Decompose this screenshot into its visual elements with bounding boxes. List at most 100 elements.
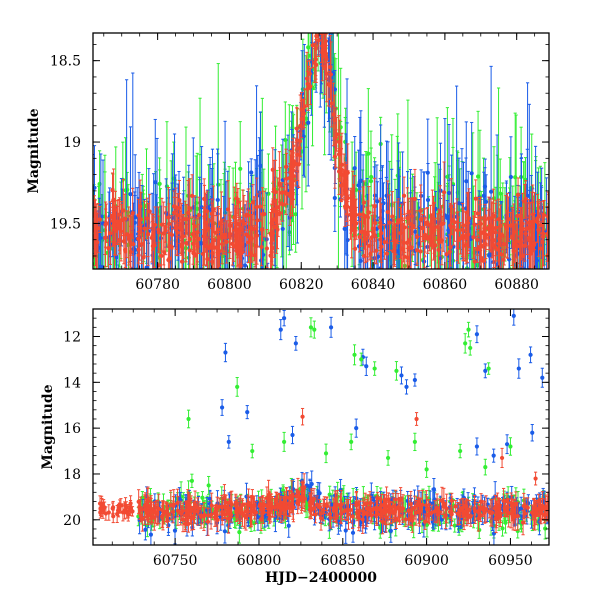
bottom-red-point — [379, 493, 384, 518]
bottom-red-point — [365, 501, 370, 517]
bottom-red-point — [493, 495, 498, 519]
top-x-tick-label: 60880 — [494, 277, 539, 293]
bottom-red-point — [449, 492, 454, 509]
bottom-red-point — [192, 500, 197, 515]
bottom-red-point — [249, 497, 254, 528]
bottom-red-point — [457, 499, 463, 522]
bottom-red-point — [447, 504, 453, 519]
top-red-point — [202, 178, 207, 220]
bottom-x-tick-label: 60950 — [488, 553, 533, 569]
bottom-red-point — [126, 507, 131, 522]
top-red-point — [142, 200, 147, 257]
top-red-point — [475, 235, 480, 263]
bottom-red-point — [175, 488, 180, 518]
top-red-point — [391, 219, 396, 253]
top-red-point — [466, 188, 472, 249]
bottom-red-point — [511, 498, 516, 522]
top-red-point — [112, 206, 117, 244]
top-red-point — [123, 217, 128, 269]
bottom-red-point — [270, 495, 275, 518]
bottom-blue-point — [483, 363, 488, 379]
top-red-point — [545, 214, 549, 255]
bottom-red-point — [183, 500, 188, 531]
bottom-green-point — [359, 352, 364, 367]
bottom-red-point — [233, 495, 238, 517]
top-red-point — [482, 203, 488, 235]
bottom-red-point — [463, 500, 468, 514]
top-red-point — [343, 161, 348, 201]
top-red-point — [384, 237, 390, 269]
top-red-point — [306, 65, 311, 111]
bottom-red-point — [478, 493, 484, 511]
bottom-red-point — [242, 502, 247, 529]
top-red-point — [234, 191, 239, 256]
top-red-point — [273, 159, 278, 225]
top-red-point — [254, 206, 260, 265]
bottom-red-point — [415, 496, 420, 514]
top-blue-point — [132, 195, 138, 269]
bottom-red-point — [324, 497, 329, 511]
bottom-blue-point — [286, 513, 291, 538]
top-x-tick-label: 60860 — [423, 277, 468, 293]
top-red-point — [131, 211, 136, 269]
top-red-point — [435, 213, 440, 241]
bottom-y-axis-label: Magnitude — [40, 384, 56, 469]
bottom-green-point — [308, 317, 314, 338]
bottom-green-point — [412, 432, 417, 452]
bottom-red-point — [521, 492, 526, 520]
top-x-tick-label: 60820 — [279, 277, 324, 293]
bottom-red-point — [206, 508, 211, 523]
bottom-red-point — [199, 506, 204, 525]
top-y-tick-label: 19.5 — [50, 216, 81, 232]
top-green-point — [157, 169, 162, 199]
bottom-red-point — [144, 497, 150, 512]
top-red-point — [274, 198, 279, 254]
bottom-green-point — [500, 520, 505, 537]
top-red-point — [430, 189, 435, 248]
bottom-blue-point — [290, 425, 295, 445]
bottom-red-point — [226, 502, 231, 521]
top-panel: 60780 60800 60820 60840 60860 60880 18.5 19 19.5… — [26, 32, 550, 293]
bottom-blue-point — [304, 472, 310, 499]
top-red-point — [159, 197, 165, 252]
top-red-point — [401, 176, 407, 215]
top-red-point — [163, 206, 168, 256]
bottom-red-point — [302, 485, 307, 512]
top-red-point — [316, 33, 321, 57]
bottom-red-point — [103, 506, 108, 521]
top-red-point — [422, 218, 427, 258]
top-red-point — [431, 195, 436, 261]
top-red-point — [527, 207, 532, 269]
top-red-point — [169, 220, 175, 250]
top-red-point — [167, 203, 172, 245]
top-red-point — [472, 210, 477, 239]
top-red-point — [213, 207, 219, 259]
bottom-green-point — [235, 377, 240, 397]
bottom-blue-point — [491, 448, 496, 463]
bottom-blue-point — [516, 358, 521, 379]
top-red-point — [428, 204, 433, 247]
top-red-point — [184, 203, 189, 235]
bottom-blue-point — [474, 437, 480, 456]
top-red-point — [171, 190, 177, 223]
top-red-point — [455, 211, 460, 249]
top-red-point — [310, 33, 315, 69]
bottom-axis-ticks: 60750 60800 60850 60900 60950 12 14 16 18 20 — [63, 308, 549, 569]
top-red-point — [190, 174, 195, 218]
top-red-point — [108, 201, 113, 265]
bottom-blue-point — [530, 423, 535, 442]
top-red-point — [350, 189, 355, 232]
top-red-point — [512, 223, 517, 264]
bottom-red-point — [502, 500, 508, 517]
top-red-point — [145, 210, 151, 258]
top-red-point — [136, 198, 141, 233]
top-red-point — [222, 222, 227, 253]
bottom-green-point — [468, 340, 473, 356]
top-blue-point — [319, 33, 323, 94]
bottom-red-point — [110, 502, 115, 515]
bottom-red-point — [140, 506, 145, 532]
bottom-blue-point — [399, 366, 404, 385]
bottom-red-point — [393, 489, 398, 510]
top-red-point — [478, 196, 483, 252]
